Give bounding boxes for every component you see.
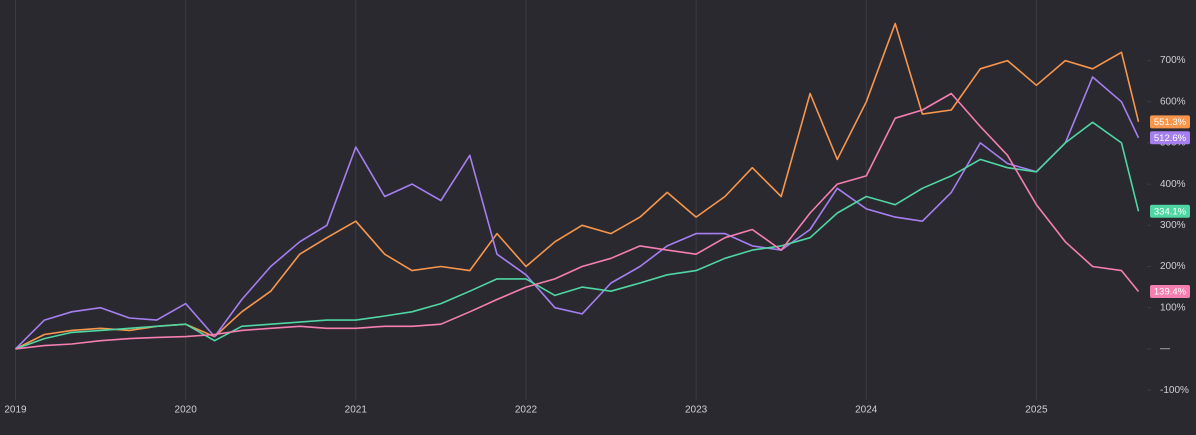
x-tick-label: 2023 [685,405,708,416]
end-label-box [1150,115,1190,129]
line-series [15,92,1140,350]
y-tick-label: -100% [1160,385,1189,396]
x-tick-label: 2025 [1025,405,1048,416]
x-tick-label: 2024 [855,405,878,416]
end-label: 512.6% [1154,133,1187,144]
end-label-box [1150,204,1190,218]
end-label: 334.1% [1154,206,1187,217]
line-series [15,22,1140,350]
x-tick-label: 2019 [4,405,27,416]
y-tick-label: 100% [1160,302,1186,313]
end-label: 551.3% [1154,117,1187,128]
end-label-box [1150,131,1190,145]
y-tick-label: 400% [1160,179,1186,190]
line-series [14,76,1140,350]
end-label: 139.4% [1154,287,1187,298]
x-tick-label: 2020 [175,405,198,416]
x-tick-label: 2022 [515,405,538,416]
x-tick-label: 2021 [345,405,368,416]
end-label-box [1150,284,1190,298]
y-tick-label: 700% [1160,55,1186,66]
y-tick-label: 300% [1160,220,1186,231]
y-tick-label: — [1160,344,1170,355]
y-tick-label: 600% [1160,96,1186,107]
y-tick-label: 200% [1160,261,1186,272]
